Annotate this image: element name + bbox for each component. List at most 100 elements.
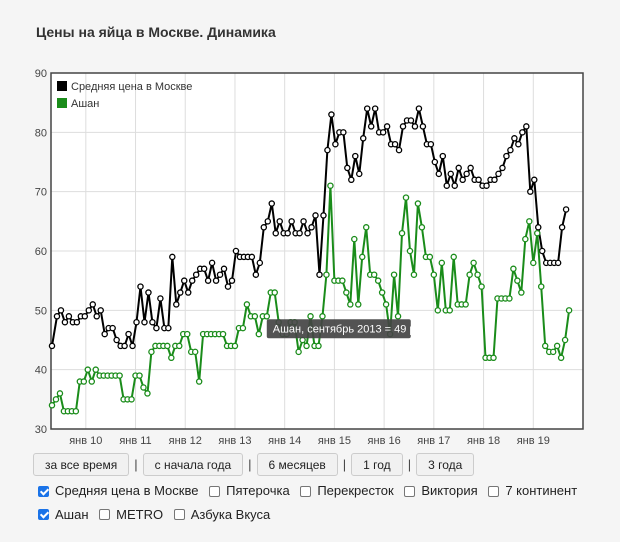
store-checkbox-metro[interactable]: METRO xyxy=(99,504,163,526)
data-point xyxy=(101,330,108,338)
checkbox-icon[interactable] xyxy=(209,485,221,497)
data-point xyxy=(466,271,473,278)
range-3y-button[interactable]: 3 года xyxy=(416,453,475,476)
store-checkbox-pyaterochka[interactable]: Пятерочка xyxy=(209,480,290,502)
data-point xyxy=(490,354,497,362)
data-point xyxy=(431,158,439,166)
data-point xyxy=(137,283,144,290)
store-checkbox-average[interactable]: Средняя цена в Москве xyxy=(38,480,198,502)
legend-swatch xyxy=(57,98,67,108)
data-point xyxy=(61,318,69,326)
y-tick-label: 90 xyxy=(35,68,47,80)
data-point xyxy=(344,164,351,172)
data-point xyxy=(530,259,537,267)
data-point xyxy=(399,123,407,130)
data-point xyxy=(84,366,92,373)
data-point xyxy=(57,307,65,314)
data-point xyxy=(48,402,56,409)
data-point xyxy=(378,289,386,296)
data-point xyxy=(272,229,279,237)
data-point xyxy=(219,330,227,338)
data-point xyxy=(255,330,263,338)
separator: | xyxy=(134,457,138,472)
data-point xyxy=(562,206,570,213)
data-point xyxy=(251,313,259,320)
data-point xyxy=(522,235,529,243)
data-point xyxy=(136,372,143,379)
data-point xyxy=(443,182,451,189)
range-6m-button[interactable]: 6 месяцев xyxy=(256,453,338,476)
store-label: Средняя цена в Москве xyxy=(55,483,199,498)
data-point xyxy=(391,140,399,148)
data-point xyxy=(348,176,355,184)
data-point xyxy=(367,123,375,130)
data-point xyxy=(89,301,97,308)
data-point xyxy=(65,313,73,320)
data-point xyxy=(382,301,390,308)
store-checkbox-azbuka-vkusa[interactable]: Азбука Вкуса xyxy=(173,504,270,526)
data-point xyxy=(184,289,192,296)
data-point xyxy=(434,307,442,314)
separator: | xyxy=(248,457,252,472)
store-checkbox-auchan[interactable]: Ашан xyxy=(38,504,89,526)
data-point xyxy=(80,378,88,385)
data-point xyxy=(474,271,481,278)
tooltip-text: Ашан, сентябрь 2013 = 49 р. xyxy=(273,323,419,335)
data-point xyxy=(553,342,561,350)
data-point xyxy=(183,330,191,338)
data-point xyxy=(398,229,406,237)
data-point xyxy=(483,182,490,189)
data-point xyxy=(243,301,251,308)
price-chart-svg: 30 40 50 60 70 80 90 янв 10 янв 11 янв 12 янв 13 ян… xyxy=(35,68,584,447)
y-tick-label: 70 xyxy=(35,187,47,199)
x-tick-label: янв 13 xyxy=(218,435,251,447)
checkbox-icon[interactable] xyxy=(488,485,500,497)
data-point xyxy=(507,146,514,154)
data-point xyxy=(48,342,56,350)
page-title: Цены на яйца в Москве. Динамика xyxy=(36,24,276,40)
data-point xyxy=(415,105,423,112)
data-point xyxy=(141,318,148,326)
checkbox-icon[interactable] xyxy=(300,485,312,497)
data-point xyxy=(515,140,522,148)
y-tick-label: 50 xyxy=(35,305,47,317)
range-all-button[interactable]: за все время xyxy=(33,453,130,476)
data-point xyxy=(534,229,541,237)
store-checkbox-7-kontinent[interactable]: 7 континент xyxy=(488,480,577,502)
data-point xyxy=(224,283,232,290)
checkbox-icon[interactable] xyxy=(99,509,111,520)
data-point xyxy=(470,259,477,267)
store-checkbox-perekrestok[interactable]: Перекресток xyxy=(300,480,394,502)
data-point xyxy=(427,140,435,148)
data-point xyxy=(113,336,120,344)
checkbox-icon[interactable] xyxy=(38,485,49,497)
plot-frame xyxy=(50,72,584,430)
data-point xyxy=(252,271,260,278)
x-tick-label: янв 10 xyxy=(69,435,102,447)
checkbox-icon[interactable] xyxy=(173,509,185,520)
range-1y-button[interactable]: 1 год xyxy=(351,453,403,476)
x-tick-label: янв 15 xyxy=(318,435,351,447)
store-checkbox-viktoria[interactable]: Виктория xyxy=(404,480,478,502)
range-ytd-button[interactable]: с начала года xyxy=(142,453,244,476)
data-point xyxy=(499,164,506,172)
data-point xyxy=(295,348,302,356)
data-point xyxy=(133,318,140,326)
data-point xyxy=(316,271,323,278)
data-point xyxy=(455,164,462,172)
data-point xyxy=(363,105,371,112)
data-point xyxy=(514,277,521,284)
data-point xyxy=(93,313,100,320)
data-point xyxy=(92,366,99,373)
data-point xyxy=(248,253,256,261)
data-point xyxy=(554,259,562,267)
data-point xyxy=(463,170,470,178)
data-point xyxy=(228,277,236,284)
checkbox-icon[interactable] xyxy=(38,509,49,520)
data-point xyxy=(216,271,224,278)
data-point xyxy=(52,396,60,403)
checkbox-icon[interactable] xyxy=(404,485,416,497)
data-point xyxy=(510,265,517,273)
y-tick-label: 80 xyxy=(35,127,47,139)
data-point xyxy=(303,342,310,350)
